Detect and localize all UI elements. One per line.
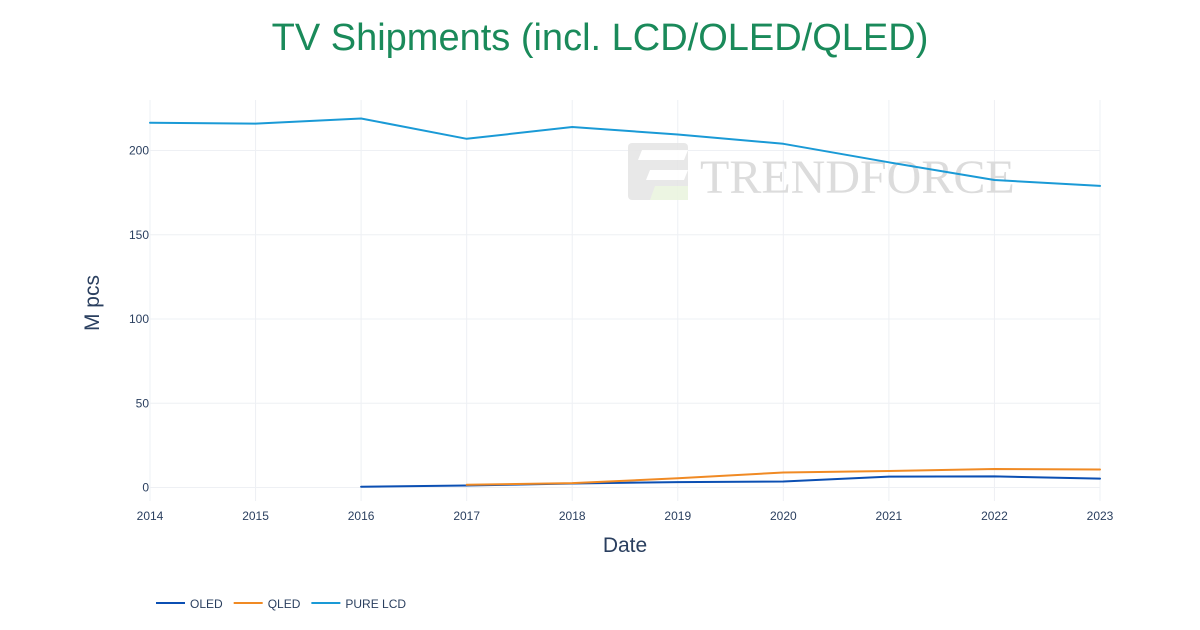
x-tick-label: 2020 [770,509,797,523]
legend-label-pure-lcd: PURE LCD [345,597,406,611]
trendforce-logo-icon [628,143,688,200]
legend-label-qled: QLED [268,597,301,611]
y-axis-ticks: 0 50 100 150 200 [129,144,149,495]
legend-label-oled: OLED [190,597,223,611]
y-tick-label: 0 [142,481,149,495]
x-tick-label: 2015 [242,509,269,523]
chart-title: TV Shipments (incl. LCD/OLED/QLED) [272,17,929,59]
y-tick-label: 50 [136,396,150,410]
x-axis-title: Date [603,534,647,557]
series-line-qled [465,468,1101,486]
x-tick-label: 2018 [559,509,586,523]
x-axis-ticks: 2014 2015 2016 2017 2018 2019 2020 2021 2022 2023 [137,509,1114,523]
y-tick-label: 100 [129,312,149,326]
x-tick-label: 2017 [453,509,480,523]
x-tick-label: 2022 [981,509,1008,523]
y-axis-title: M pcs [81,275,104,331]
x-tick-label: 2014 [137,509,164,523]
x-tick-label: 2016 [348,509,375,523]
y-tick-label: 150 [129,228,149,242]
x-tick-label: 2023 [1087,509,1114,523]
series-line-pure-lcd [149,117,1101,187]
legend: OLED QLED PURE LCD [156,597,406,611]
x-tick-label: 2021 [876,509,903,523]
series-lines [149,117,1101,488]
y-tick-label: 200 [129,144,149,158]
watermark-text: TRENDFORCE [700,151,1015,204]
watermark: TRENDFORCE [628,143,1015,204]
x-tick-label: 2019 [664,509,691,523]
